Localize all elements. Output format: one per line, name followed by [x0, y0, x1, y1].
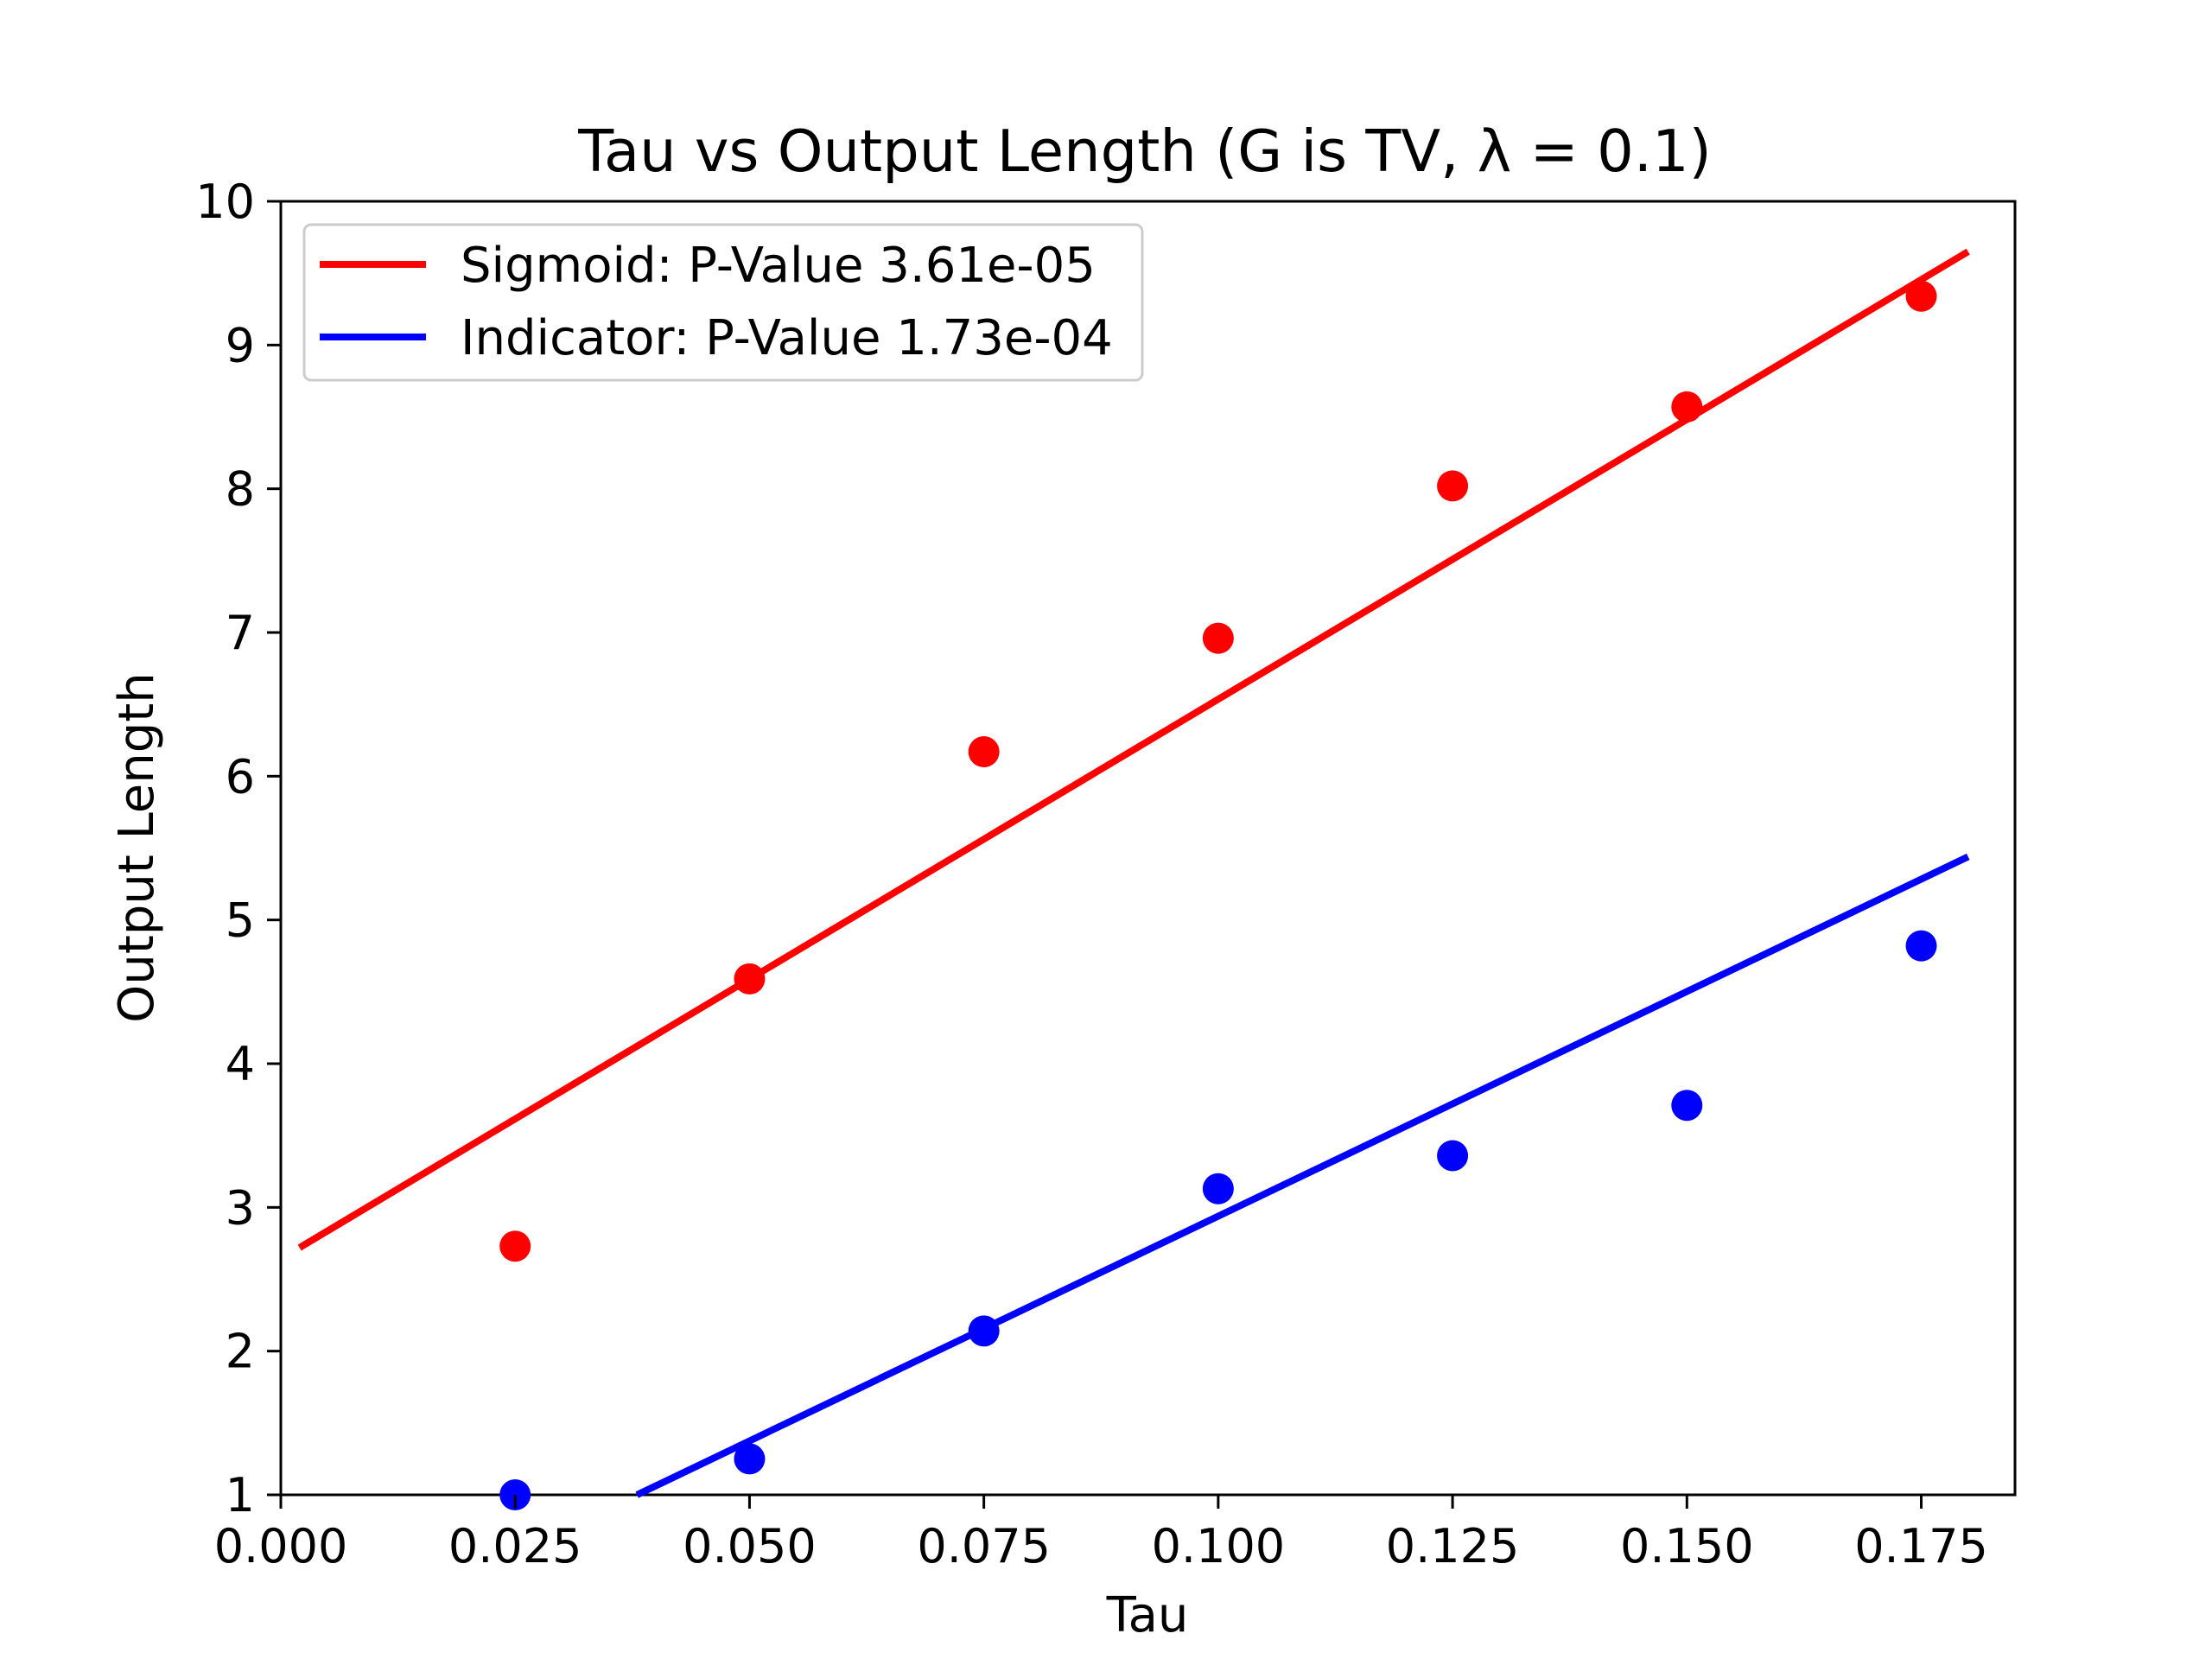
chart-title: Tau vs Output Length (G is TV, λ = 0.1) — [577, 118, 1712, 185]
data-point-series-0 — [968, 736, 1000, 768]
y-tick-label: 2 — [226, 1325, 255, 1379]
data-points-layer — [499, 280, 1937, 1510]
x-axis-ticks: 0.000 0.025 0.050 0.075 0.100 0.125 0.150 0.175 — [214, 1495, 1988, 1573]
x-tick-label: 0.000 — [214, 1519, 348, 1573]
fit-line-series-1 — [635, 853, 1970, 1498]
data-point-series-0 — [1905, 280, 1937, 312]
data-point-series-1 — [1905, 930, 1937, 962]
y-tick-label: 8 — [226, 462, 255, 517]
y-tick-label: 9 — [226, 318, 255, 372]
data-point-series-0 — [1671, 391, 1703, 423]
data-point-series-0 — [734, 963, 766, 995]
y-tick-label: 1 — [226, 1468, 255, 1522]
legend-label-indicator: Indicator: P-Value 1.73e-04 — [461, 310, 1113, 366]
data-point-series-0 — [499, 1230, 531, 1262]
data-point-series-1 — [1437, 1140, 1469, 1172]
fit-lines-layer — [297, 248, 1970, 1498]
data-point-series-1 — [1671, 1090, 1703, 1122]
x-tick-label: 0.150 — [1620, 1519, 1754, 1573]
y-axis-label: Output Length — [109, 672, 165, 1022]
data-point-series-1 — [968, 1315, 1000, 1347]
y-axis-ticks: 1 2 3 4 5 6 7 8 9 10 — [195, 175, 281, 1522]
x-tick-label: 0.025 — [448, 1519, 582, 1573]
legend-box — [302, 223, 1144, 382]
y-tick-label: 7 — [226, 606, 255, 660]
data-point-series-1 — [1202, 1173, 1234, 1205]
legend-label-sigmoid: Sigmoid: P-Value 3.61e-05 — [461, 238, 1096, 294]
plot-area-frame — [279, 200, 2017, 1497]
y-tick-label: 4 — [226, 1037, 255, 1091]
y-tick-label: 3 — [226, 1180, 255, 1235]
x-tick-label: 0.100 — [1152, 1519, 1286, 1573]
x-tick-label: 0.175 — [1854, 1519, 1988, 1573]
x-axis-label: Tau — [1106, 1587, 1189, 1643]
legend: Sigmoid: P-Value 3.61e-05 Indicator: P-V… — [302, 223, 1144, 382]
data-point-series-0 — [1202, 622, 1234, 654]
y-tick-label: 10 — [195, 175, 255, 229]
x-tick-label: 0.075 — [917, 1519, 1051, 1573]
fit-line-series-0 — [297, 248, 1970, 1251]
data-point-series-1 — [734, 1443, 766, 1475]
x-tick-label: 0.125 — [1386, 1519, 1520, 1573]
x-tick-label: 0.050 — [683, 1519, 817, 1573]
y-tick-label: 6 — [226, 749, 255, 804]
y-tick-label: 5 — [226, 893, 255, 948]
data-point-series-0 — [1437, 470, 1469, 502]
